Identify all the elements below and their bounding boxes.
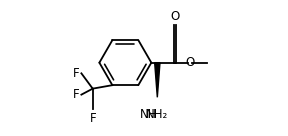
Polygon shape [155, 63, 160, 97]
Text: O: O [185, 56, 195, 69]
Text: O: O [171, 10, 180, 23]
Text: NH₂: NH₂ [146, 108, 168, 121]
Text: NH: NH [140, 108, 157, 121]
Text: F: F [89, 112, 96, 125]
Text: F: F [73, 88, 80, 101]
Text: F: F [73, 67, 80, 80]
